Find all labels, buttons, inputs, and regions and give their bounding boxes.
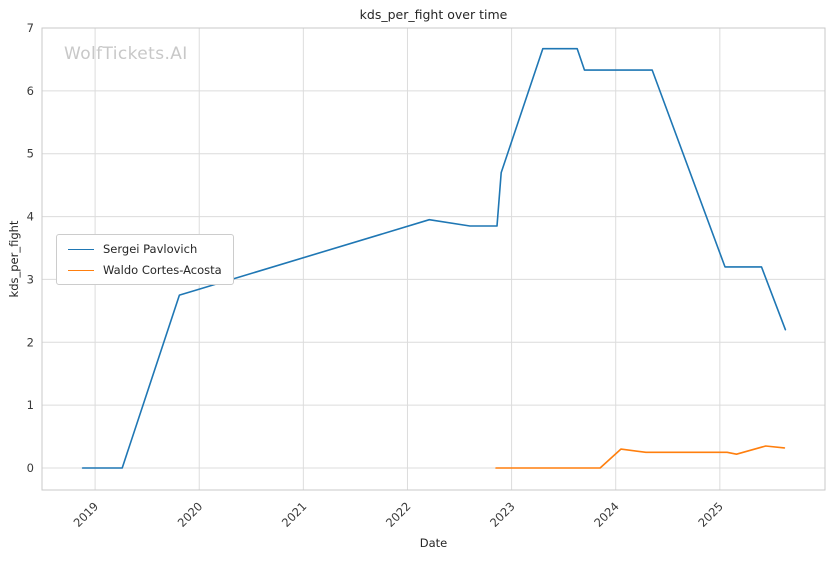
y-tick-label: 3 [27, 272, 34, 286]
plot-border [41, 27, 826, 491]
legend: Sergei Pavlovich Waldo Cortes-Acosta [56, 234, 234, 285]
legend-line-swatch-series-0 [68, 248, 94, 250]
legend-line-swatch-series-1 [68, 269, 94, 271]
x-tick-label: 2022 [383, 499, 414, 530]
x-tick-label: 2023 [487, 499, 518, 530]
y-tick-label: 1 [27, 398, 34, 412]
y-tick-label: 2 [27, 335, 34, 349]
x-axis-label: Date [419, 536, 448, 550]
x-tick-label: 2021 [279, 499, 310, 530]
x-tick-label: 2019 [71, 499, 102, 530]
y-tick-label: 4 [27, 210, 34, 224]
legend-label: Waldo Cortes-Acosta [103, 263, 222, 277]
series-line-0 [81, 47, 787, 469]
series-line-1 [495, 445, 786, 469]
x-tick-label: 2024 [591, 499, 622, 530]
y-axis-label: kds_per_fight [7, 220, 21, 298]
legend-entry: Waldo Cortes-Acosta [68, 263, 222, 277]
watermark: WolfTickets.AI [64, 44, 188, 64]
chart-title: kds_per_fight over time [359, 7, 508, 22]
y-tick-label: 5 [27, 147, 34, 161]
x-tick-label: 2025 [695, 499, 726, 530]
y-tick-label: 0 [27, 461, 34, 475]
legend-entry: Sergei Pavlovich [68, 242, 222, 256]
legend-label: Sergei Pavlovich [103, 242, 198, 256]
y-tick-label: 7 [27, 21, 34, 35]
x-tick-label: 2020 [175, 499, 206, 530]
y-tick-label: 6 [27, 84, 34, 98]
